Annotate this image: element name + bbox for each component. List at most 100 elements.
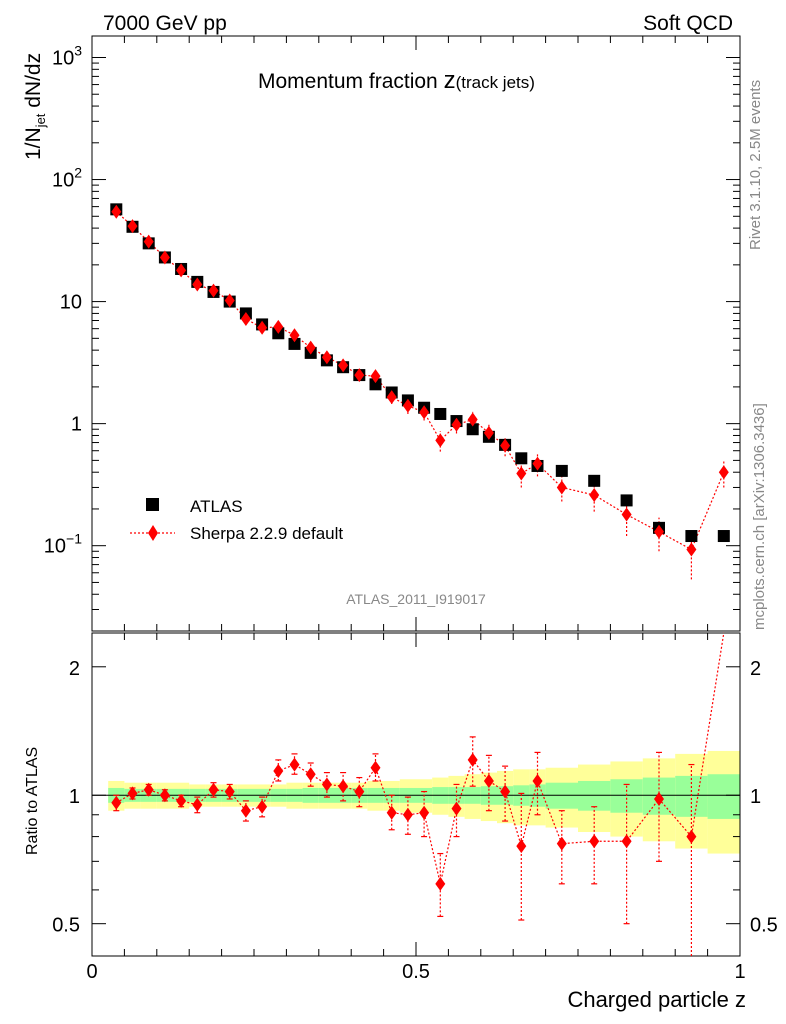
ylabel-main: 1/N (22, 127, 45, 160)
ratio-sherpa-point (483, 773, 494, 788)
ratio-sherpa-point (402, 807, 413, 822)
ratio-sherpa-point (654, 791, 664, 806)
atlas-data-point (717, 530, 730, 543)
ratio-sherpa-point (192, 797, 203, 812)
header-right: Soft QCD (643, 12, 733, 35)
tick-exponent: 3 (74, 42, 82, 58)
sherpa-mc-point (321, 350, 332, 365)
atlas-data-point (466, 423, 479, 436)
ratio-series-line (115, 632, 725, 884)
ratio-sherpa-point (143, 782, 154, 797)
header-left: 7000 GeV pp (103, 12, 227, 35)
ratio-y-tick-label-right: 0.5 (750, 915, 778, 937)
ratio-y-tick-label-right: 2 (750, 658, 761, 680)
ratio-connecting-line (115, 632, 725, 884)
title-subscript: (track jets) (456, 73, 535, 92)
ratio-sherpa-point (208, 782, 219, 797)
ratio-y-tick-label-right: 1 (750, 786, 761, 808)
sherpa-mc-point (686, 542, 697, 557)
ratio-y-axis-label: Ratio to ATLAS (24, 747, 41, 855)
main-axis-ticks (91, 36, 741, 632)
ratio-sherpa-point (589, 834, 600, 849)
ratio-sherpa-point (127, 786, 138, 801)
ratio-inner-band (707, 774, 740, 819)
ratio-sherpa-point (111, 795, 122, 810)
sherpa-mc-point (208, 283, 219, 298)
sherpa-mc-point (532, 456, 543, 471)
sherpa-mc-point (257, 320, 268, 335)
ratio-sherpa-point (176, 793, 187, 808)
ratio-sherpa-point (240, 803, 251, 818)
tick-base: 10 (44, 536, 66, 558)
ratio-x-tick-labels: 0 0.5 1 (86, 961, 745, 983)
ratio-sherpa-point (686, 829, 697, 844)
title-main: Momentum fraction (258, 70, 444, 93)
legend-atlas-label: ATLAS (190, 497, 243, 516)
ratio-y-tick-labels: 0.5 0.5 1 1 2 2 (52, 658, 778, 937)
x-tick-label: 0.5 (402, 961, 430, 983)
ratio-sherpa-series (111, 752, 697, 891)
ratio-sherpa-point (159, 788, 170, 803)
sherpa-mc-point (192, 277, 203, 292)
ratio-y-tick-label: 0.5 (52, 915, 80, 937)
ratio-axis-ticks (91, 633, 741, 956)
ratio-sherpa-point (224, 784, 235, 799)
ratio-sherpa-point (386, 805, 397, 820)
mc-connecting-line (115, 211, 725, 551)
legend: ATLAS Sherpa 2.2.9 default (130, 497, 343, 543)
ylabel-tail: dN/dz (22, 53, 45, 114)
sherpa-mc-point (176, 263, 187, 278)
ratio-sherpa-point (556, 836, 567, 851)
x-tick-label: 0 (86, 961, 97, 983)
sherpa-mc-point (159, 250, 170, 265)
atlas-data-point (588, 474, 601, 487)
sherpa-mc-series (111, 204, 729, 557)
ratio-sherpa-point (451, 801, 462, 816)
sherpa-mc-point (467, 412, 478, 427)
sherpa-mc-point (435, 433, 446, 448)
main-y-tick-label: 103 (52, 42, 82, 69)
main-y-tick-label: 10−1 (44, 531, 82, 558)
rivet-version-label: Rivet 3.1.10, 2.5M events (747, 80, 764, 250)
ratio-sherpa-point (273, 763, 284, 778)
ratio-sherpa-point (338, 779, 349, 794)
legend-atlas-marker (146, 498, 159, 511)
sherpa-mc-point (556, 480, 567, 495)
ratio-sherpa-point (467, 752, 478, 767)
sherpa-mc-point (305, 340, 316, 355)
ratio-uncertainty-bands (108, 750, 740, 854)
main-plot-title: Momentum fraction z(track jets) (258, 67, 535, 94)
atlas-data-point (620, 494, 633, 507)
ratio-sherpa-point (370, 760, 381, 775)
ratio-inner-band (578, 780, 611, 811)
sherpa-mc-point (143, 234, 154, 249)
atlas-data-point (555, 464, 568, 477)
sherpa-mc-point (589, 488, 600, 503)
sherpa-mc-point (127, 219, 138, 234)
ratio-sherpa-point (516, 839, 527, 854)
ratio-sherpa-point (354, 784, 365, 799)
atlas-data-point (369, 378, 382, 391)
sherpa-mc-point (451, 417, 462, 432)
sherpa-mc-point (500, 438, 511, 453)
legend-sherpa-marker (148, 525, 158, 541)
tick-base: 10 (52, 47, 74, 69)
analysis-id-label: ATLAS_2011_I919017 (346, 591, 486, 607)
mcplots-label: mcplots.cern.ch [arXiv:1306.3436] (751, 403, 768, 630)
sherpa-mc-point (621, 507, 632, 522)
main-y-axis-label: 1/Njet dN/dz (22, 53, 48, 160)
tick-exponent: 2 (74, 165, 82, 181)
tick-exponent: −1 (66, 531, 82, 547)
atlas-data-point (685, 530, 698, 543)
main-y-tick-label: 102 (52, 165, 82, 192)
mc-series-line (115, 211, 725, 551)
sherpa-mc-point (419, 405, 430, 420)
ratio-sherpa-point (305, 767, 316, 782)
ratio-sherpa-point (621, 834, 632, 849)
x-axis-label: Charged particle z (567, 987, 746, 1012)
sherpa-mc-point (654, 524, 664, 539)
sherpa-mc-point (386, 390, 397, 405)
ratio-sherpa-point (500, 784, 511, 799)
